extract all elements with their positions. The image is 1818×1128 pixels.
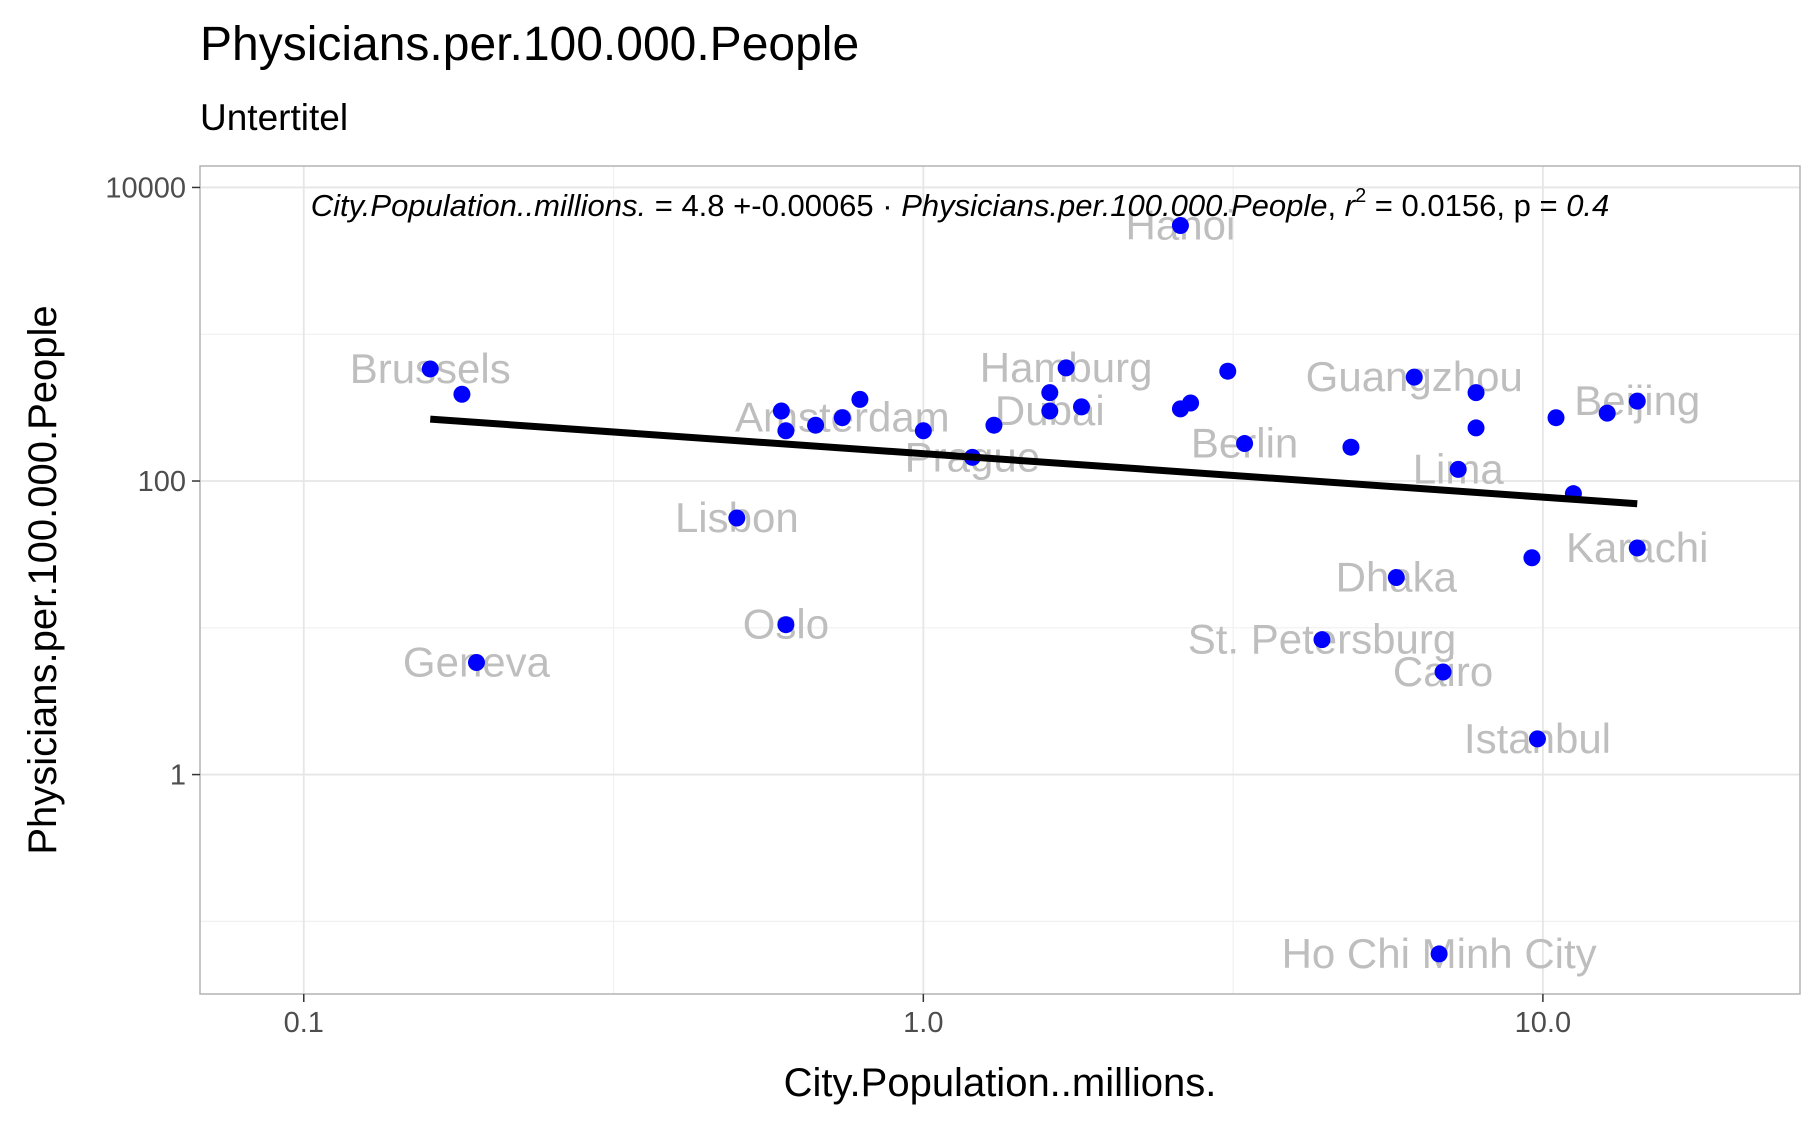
data-point xyxy=(1628,392,1646,410)
x-tick-label: 10.0 xyxy=(1515,1007,1571,1039)
data-point xyxy=(728,509,746,527)
data-point xyxy=(1041,402,1059,420)
data-point xyxy=(1523,549,1541,567)
data-point xyxy=(777,616,795,634)
equation-r-symbol: r xyxy=(1345,188,1357,223)
data-point xyxy=(1342,438,1360,456)
data-point xyxy=(1219,362,1237,380)
minor-gridlines xyxy=(200,166,1800,994)
data-point xyxy=(772,402,790,420)
equation-term: Physicians.per.100.000.People xyxy=(901,188,1327,223)
data-point xyxy=(1467,419,1485,437)
data-point xyxy=(1182,394,1200,412)
equation-p-label: p xyxy=(1514,188,1531,223)
data-point xyxy=(1236,435,1254,453)
data-point xyxy=(421,360,439,378)
data-points xyxy=(421,217,1646,963)
y-axis-title: Physicians.per.100.000.People xyxy=(21,305,65,854)
data-point xyxy=(1547,409,1565,427)
data-point xyxy=(1598,404,1616,422)
equation-r-value: 0.0156 xyxy=(1402,188,1497,223)
data-point xyxy=(985,416,1003,434)
data-point xyxy=(777,422,795,440)
data-point xyxy=(1628,539,1646,557)
data-point xyxy=(453,385,471,403)
chart-title: Physicians.per.100.000.People xyxy=(200,18,859,71)
major-gridlines xyxy=(200,166,1800,994)
x-tick-label: 1.0 xyxy=(903,1007,943,1039)
chart-subtitle: Untertitel xyxy=(200,97,348,138)
data-point xyxy=(851,390,869,408)
data-point xyxy=(1434,663,1452,681)
equation-slope: -0.00065 xyxy=(751,188,873,223)
equation-operator: + xyxy=(733,188,751,223)
data-point xyxy=(914,422,932,440)
data-point xyxy=(1387,569,1405,587)
data-point xyxy=(1313,631,1331,649)
data-point xyxy=(1057,359,1075,377)
equation-intercept: 4.8 xyxy=(681,188,724,223)
data-point xyxy=(1405,368,1423,386)
equation-r-exponent: 2 xyxy=(1355,185,1366,207)
y-tick-label: 10000 xyxy=(105,172,186,204)
data-point xyxy=(467,654,485,672)
equation-dot: · xyxy=(882,188,892,223)
y-tick-label: 100 xyxy=(138,466,186,498)
equation-p-value: 0.4 xyxy=(1566,188,1609,223)
x-axis-ticks: 0.1 1.0 10.0 xyxy=(284,994,1571,1039)
data-point xyxy=(1430,945,1448,963)
y-axis-ticks: 1 100 10000 xyxy=(105,172,200,792)
plot-panel-border xyxy=(199,165,1801,995)
y-tick-label: 1 xyxy=(170,760,186,792)
data-point xyxy=(1449,460,1467,478)
data-point xyxy=(1072,398,1090,416)
data-point xyxy=(1467,384,1485,402)
data-point xyxy=(833,409,851,427)
regression-equation: City.Population..millions. = 4.8 +-0.000… xyxy=(311,185,1610,223)
x-axis-title: City.Population..millions. xyxy=(784,1061,1217,1105)
data-point xyxy=(1041,384,1059,402)
data-point xyxy=(1171,217,1189,235)
plot-panel-background xyxy=(200,166,1800,994)
data-point xyxy=(1528,730,1546,748)
data-point xyxy=(807,416,825,434)
equation-lhs: City.Population..millions. xyxy=(311,188,646,223)
x-tick-label: 0.1 xyxy=(284,1007,324,1039)
regression-line xyxy=(429,415,1638,508)
